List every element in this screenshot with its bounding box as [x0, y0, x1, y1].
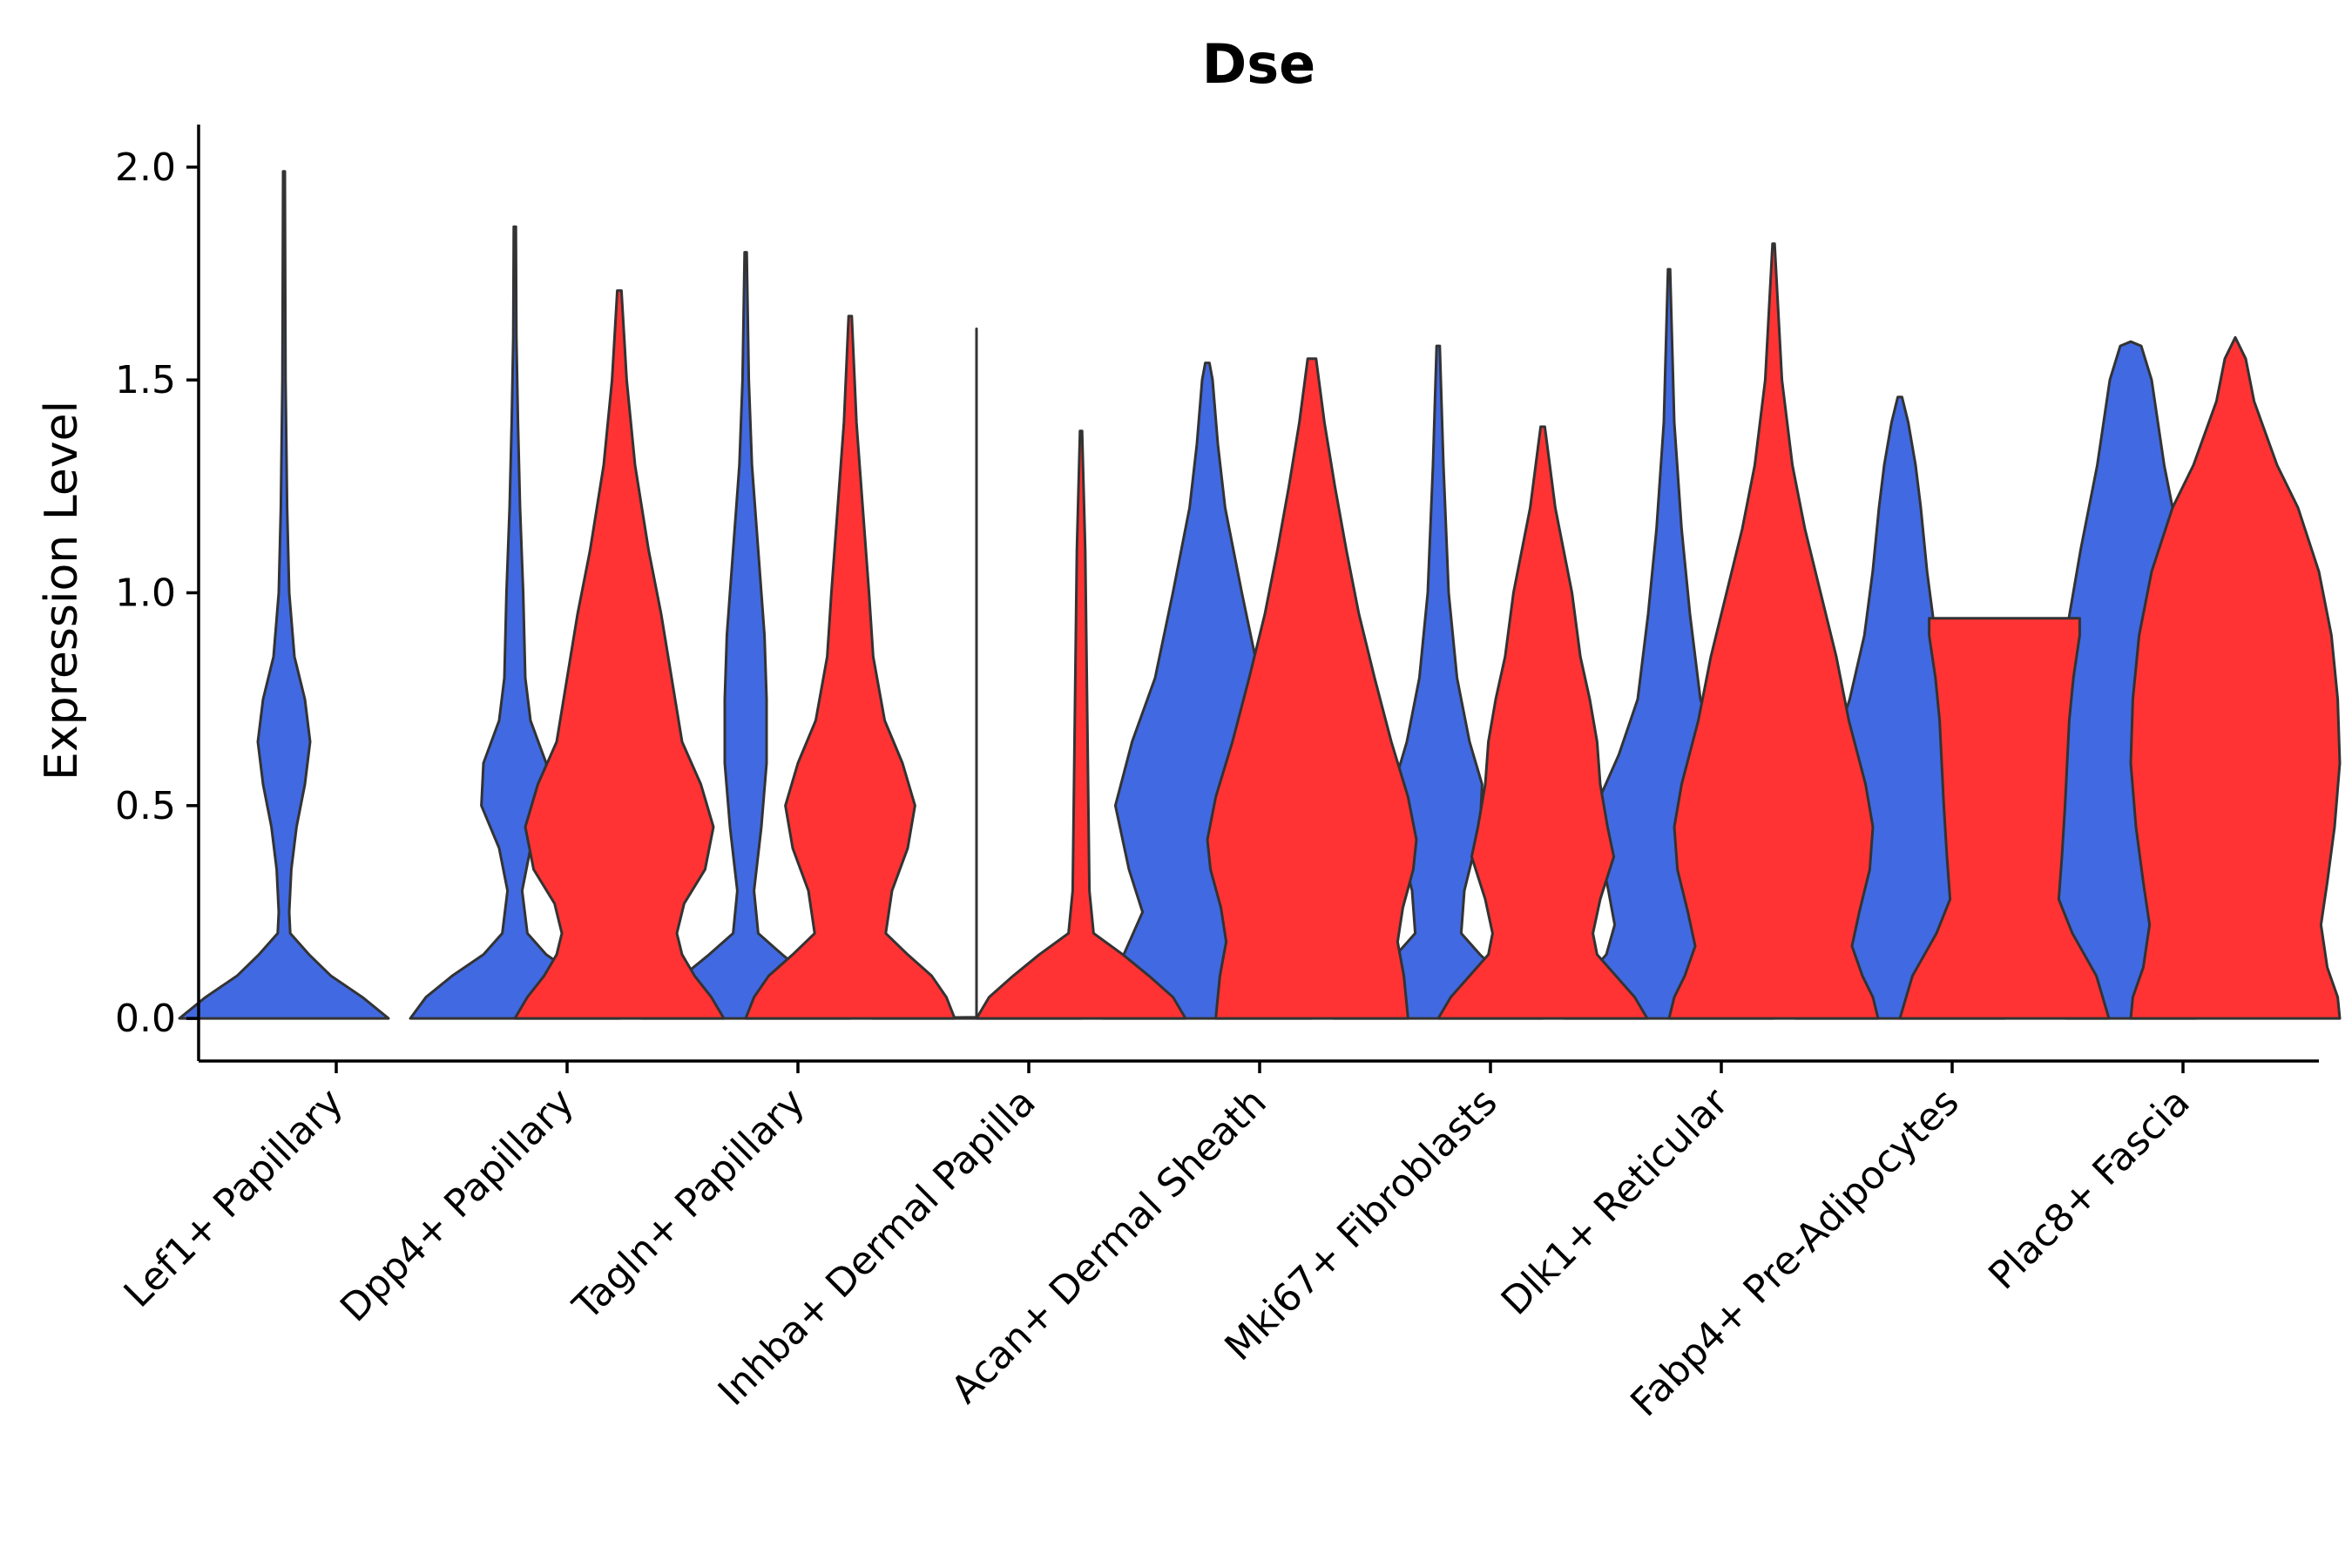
- violin-group-2-2: [513, 289, 726, 1020]
- x-tick-label: Tagln+ Papillary: [564, 1080, 814, 1329]
- chart-title: Dse: [1202, 32, 1315, 96]
- x-tick-label: Dpp4+ Papillary: [332, 1080, 583, 1331]
- x-tick-label: Dlk1+ Reticular: [1493, 1079, 1738, 1324]
- violin-group-2-3: [744, 314, 956, 1020]
- violin-group-1-4: [870, 328, 1083, 1020]
- violin-group-2-6: [1436, 425, 1649, 1020]
- violin-group-2-5: [1206, 357, 1418, 1020]
- y-tick-label: 0.0: [115, 997, 176, 1041]
- violin-group-1-2: [409, 225, 621, 1020]
- y-axis: 0.0 0.5 1.0 1.5 2.0: [115, 125, 200, 1061]
- violin-group-1-6: [1332, 344, 1544, 1020]
- y-tick-label: 0.5: [115, 784, 176, 828]
- violin-group-1-1: [178, 170, 390, 1020]
- x-tick-label: Lef1+ Papillary: [116, 1080, 352, 1316]
- violin-group-2-9: [2129, 335, 2342, 1020]
- violin-group-1-3: [639, 251, 852, 1020]
- violin-group-2-4: [975, 429, 1187, 1020]
- y-tick-label: 1.0: [115, 571, 176, 616]
- violin-layer: [178, 170, 2342, 1020]
- violin-group-2-8: [1898, 617, 2111, 1020]
- y-axis-label: Expression Level: [36, 401, 88, 781]
- y-tick-label: 1.5: [115, 358, 176, 402]
- y-tick-label: 2.0: [115, 145, 176, 190]
- violin-group-2-7: [1667, 242, 1880, 1020]
- x-tick-label: Plac8+ Fascia: [1980, 1080, 2199, 1299]
